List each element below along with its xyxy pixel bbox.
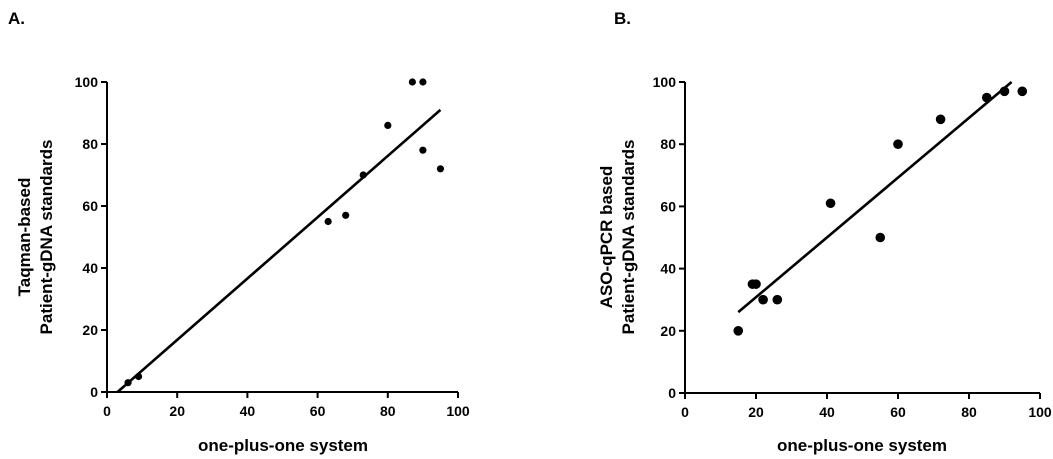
y-tick-label: 0 xyxy=(90,384,98,400)
regression-line xyxy=(737,81,1013,314)
x-tick-label: 80 xyxy=(380,403,396,419)
x-axis-title: one-plus-one system xyxy=(777,436,947,455)
x-tick-label: 40 xyxy=(819,404,835,420)
data-point xyxy=(419,146,427,154)
data-point xyxy=(1017,86,1028,97)
y-axis-title-line-1: Taqman-based xyxy=(15,178,34,297)
regression-line xyxy=(116,108,442,393)
data-point xyxy=(758,294,768,305)
y-axis-title-line-2: Patient-gDNA standards xyxy=(619,140,638,335)
y-tick-label: 100 xyxy=(653,74,677,90)
y-tick-label: 80 xyxy=(82,136,98,152)
y-axis-title-line-1: ASO-qPCR based xyxy=(597,166,616,309)
chart-panel-a: A. Taqman-based Patient-gDNA standards o… xyxy=(8,9,470,455)
y-tick-label: 100 xyxy=(75,74,99,90)
data-point xyxy=(875,232,886,243)
data-point xyxy=(359,171,367,179)
panel-label: A. xyxy=(8,9,25,28)
data-point xyxy=(751,279,761,289)
y-tick-label: 20 xyxy=(82,322,98,338)
y-tick-label: 40 xyxy=(660,261,676,277)
x-tick-label: 20 xyxy=(748,404,764,420)
data-point xyxy=(419,78,427,86)
y-axis-title-line-2: Patient-gDNA standards xyxy=(37,140,56,335)
data-point xyxy=(124,379,132,387)
data-point xyxy=(408,78,416,86)
y-tick-label: 60 xyxy=(82,198,98,214)
y-tick-label: 60 xyxy=(660,198,676,214)
data-point xyxy=(436,165,445,173)
data-point xyxy=(935,114,946,125)
x-tick-label: 0 xyxy=(103,403,111,419)
data-point xyxy=(733,326,744,336)
x-tick-label: 60 xyxy=(890,404,906,420)
x-tick-label: 0 xyxy=(681,404,689,420)
data-point xyxy=(999,86,1010,97)
data-point xyxy=(342,211,350,219)
x-tick-label: 80 xyxy=(961,404,977,420)
data-point xyxy=(981,92,992,103)
data-point xyxy=(772,294,783,305)
x-tick-label: 100 xyxy=(1028,404,1052,420)
x-tick-label: 100 xyxy=(446,403,470,419)
x-tick-label: 60 xyxy=(310,403,326,419)
data-point xyxy=(384,121,392,129)
data-point xyxy=(324,217,332,226)
data-point xyxy=(893,139,903,149)
x-tick-label: 20 xyxy=(169,403,185,419)
panel-label: B. xyxy=(614,9,631,28)
y-tick-label: 20 xyxy=(660,323,676,339)
data-point xyxy=(134,372,143,381)
y-tick-label: 40 xyxy=(82,260,98,276)
y-tick-label: 80 xyxy=(660,136,676,152)
x-tick-label: 40 xyxy=(240,403,256,419)
data-point xyxy=(825,198,836,209)
x-axis-title: one-plus-one system xyxy=(198,436,368,455)
y-tick-label: 0 xyxy=(668,385,676,401)
chart-panel-b: B. ASO-qPCR based Patient-gDNA standards… xyxy=(597,9,1052,455)
